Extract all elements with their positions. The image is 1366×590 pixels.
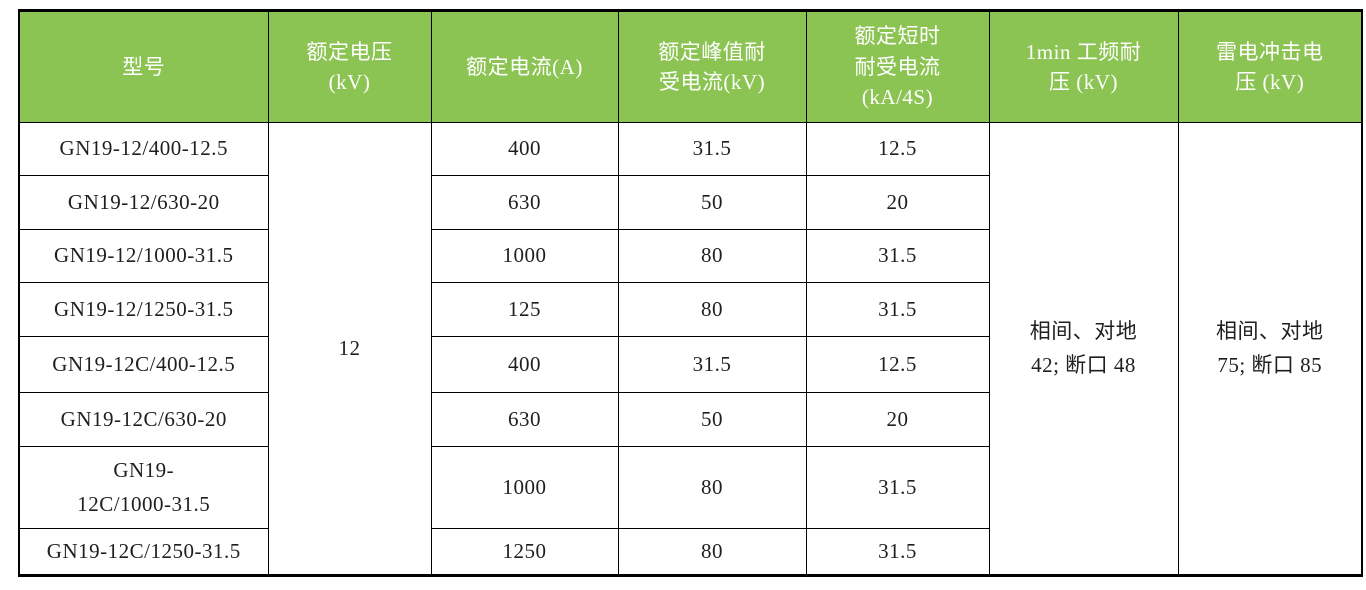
peak-current-cell: 50 <box>617 175 807 230</box>
peak-current-cell: 80 <box>617 446 807 529</box>
current-cell: 400 <box>430 336 619 393</box>
rated-voltage-merged-cell: 12 <box>267 122 432 576</box>
current-cell: 630 <box>430 392 619 447</box>
header-row: 型号 额定电压 (kV) 额定电流(A) 额定峰值耐 受电流(kV) 额定短时 … <box>18 10 1363 123</box>
current-cell: 1000 <box>430 229 619 283</box>
model-cell: GN19-12/630-20 <box>18 175 269 230</box>
short-time-current-cell: 20 <box>805 175 990 230</box>
peak-current-cell: 80 <box>617 282 807 337</box>
table-row: GN19- 12C/1000-31.5 1000 80 31.5 <box>18 446 1362 529</box>
current-cell: 125 <box>430 282 619 337</box>
header-power-frequency-withstand: 1min 工频耐 压 (kV) <box>988 10 1179 123</box>
model-cell: GN19-12C/400-12.5 <box>18 336 269 393</box>
model-cell: GN19-12C/1250-31.5 <box>18 528 269 576</box>
power-frequency-withstand-merged-cell: 相间、对地 42; 断口 48 <box>988 122 1179 576</box>
header-short-time-withstand-current: 额定短时 耐受电流 (kA/4S) <box>805 10 990 123</box>
table-row: GN19-12/1250-31.5 125 80 31.5 <box>18 282 1362 337</box>
short-time-current-cell: 31.5 <box>805 229 990 283</box>
model-cell: GN19-12/1000-31.5 <box>18 229 269 283</box>
table-row: GN19-12/1000-31.5 1000 80 31.5 <box>18 229 1362 283</box>
header-rated-voltage: 额定电压 (kV) <box>267 10 432 123</box>
table-row: GN19-12C/1250-31.5 1250 80 31.5 <box>18 528 1362 576</box>
header-rated-current: 额定电流(A) <box>430 10 619 123</box>
current-cell: 1250 <box>430 528 619 576</box>
table-row: GN19-12/400-12.5 12 400 31.5 12.5 相间、对地 … <box>18 122 1363 576</box>
model-cell: GN19-12/400-12.5 <box>18 122 269 176</box>
table-row: GN19-12C/630-20 630 50 20 <box>18 392 1362 447</box>
table-row: GN19-12/630-20 630 50 20 <box>18 175 1362 230</box>
current-cell: 1000 <box>430 446 619 529</box>
current-cell: 630 <box>430 175 619 230</box>
short-time-current-cell: 31.5 <box>805 446 990 529</box>
model-cell: GN19-12C/630-20 <box>18 392 269 447</box>
current-cell: 400 <box>430 122 619 176</box>
short-time-current-cell: 12.5 <box>805 122 990 176</box>
peak-current-cell: 80 <box>617 229 807 283</box>
model-cell: GN19- 12C/1000-31.5 <box>18 446 269 529</box>
short-time-current-cell: 12.5 <box>805 336 990 393</box>
short-time-current-cell: 31.5 <box>805 282 990 337</box>
model-cell: GN19-12/1250-31.5 <box>18 282 269 337</box>
lightning-impulse-merged-cell: 相间、对地 75; 断口 85 <box>1177 122 1363 576</box>
short-time-current-cell: 31.5 <box>805 528 990 576</box>
peak-current-cell: 31.5 <box>617 122 807 176</box>
header-model: 型号 <box>18 10 269 123</box>
header-peak-withstand-current: 额定峰值耐 受电流(kV) <box>617 10 807 123</box>
short-time-current-cell: 20 <box>805 392 990 447</box>
peak-current-cell: 31.5 <box>617 336 807 393</box>
header-lightning-impulse: 雷电冲击电 压 (kV) <box>1177 10 1363 123</box>
peak-current-cell: 80 <box>617 528 807 576</box>
spec-table: 型号 额定电压 (kV) 额定电流(A) 额定峰值耐 受电流(kV) 额定短时 … <box>18 9 1363 577</box>
peak-current-cell: 50 <box>617 392 807 447</box>
